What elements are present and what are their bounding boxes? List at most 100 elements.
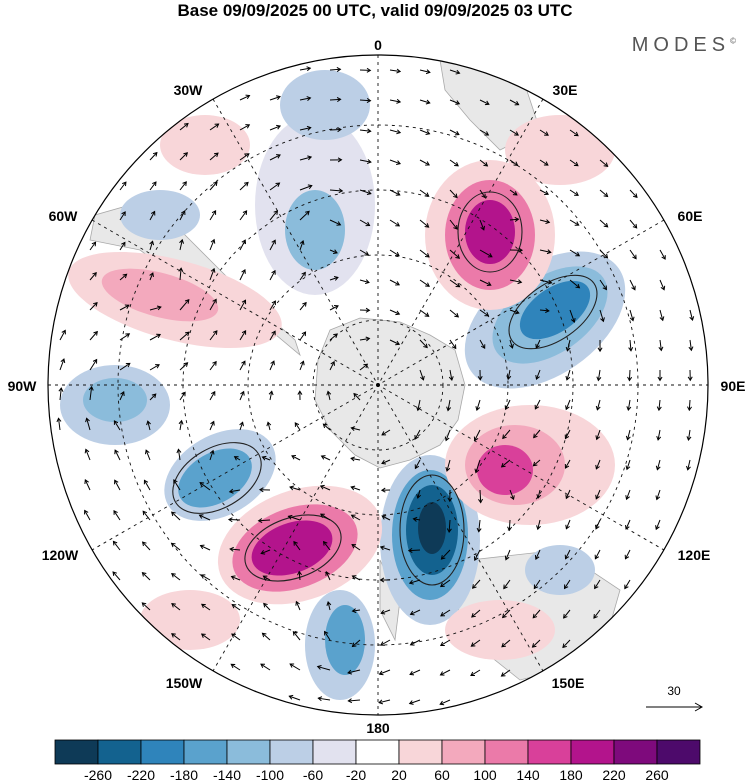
wind-vector-head [627, 376, 633, 382]
wind-vector-head [379, 545, 385, 551]
wind-vector-head [453, 193, 458, 199]
wind-vector-head [565, 375, 571, 381]
wind-vector-head [125, 362, 131, 368]
wind-vector [239, 299, 246, 311]
wind-vector-head [301, 271, 306, 277]
wind-vector [449, 249, 460, 259]
wind-vector [59, 387, 62, 401]
wind-vector [534, 399, 541, 410]
wind-vector [595, 459, 601, 470]
colorbar-swatch [570, 739, 615, 765]
wind-vector-head [532, 461, 538, 467]
wind-vector-head [503, 584, 508, 590]
wind-vector-head [336, 97, 342, 103]
lon-label-120w: 120W [42, 547, 79, 563]
wind-vector-head [414, 434, 419, 440]
wind-vector [599, 189, 608, 197]
wind-vector [378, 699, 391, 704]
wind-vector [566, 369, 571, 381]
colorbar-swatch [183, 739, 228, 765]
wind-vector [321, 455, 331, 461]
wind-vector-head [380, 609, 386, 615]
wind-vector-head [416, 493, 422, 499]
wind-vector [380, 546, 391, 551]
wind-vector-head [323, 540, 328, 546]
wind-vector-head [176, 448, 182, 454]
wind-vector-head [183, 362, 189, 367]
wind-vector-head [212, 298, 217, 304]
wind-vector [269, 210, 278, 221]
wind-vector [113, 510, 121, 521]
wind-vectors [56, 66, 695, 706]
wind-vector-head [260, 663, 265, 668]
wind-vector [329, 333, 338, 341]
wind-vector [359, 279, 370, 283]
wind-vector [269, 96, 281, 101]
wind-vector [173, 479, 181, 491]
wind-vector-head [333, 249, 338, 255]
wind-vector [263, 603, 271, 611]
wind-vector [293, 541, 301, 551]
wind-vector-head [364, 251, 370, 256]
wind-vector [171, 633, 181, 641]
wind-vector [359, 99, 371, 102]
wind-vector-head [473, 556, 479, 562]
wind-vector-head [241, 329, 247, 335]
wind-vector-head [471, 613, 476, 618]
wind-vector-head [425, 69, 431, 75]
wind-vector-head [445, 466, 451, 472]
wind-vector-head [366, 159, 372, 164]
wind-vector [626, 489, 631, 500]
wind-vector [419, 249, 430, 258]
wind-vector [288, 515, 301, 521]
wind-vector [440, 669, 451, 676]
wind-vector [86, 418, 91, 431]
wind-vector-head [396, 68, 402, 74]
wind-vector-head [688, 346, 694, 352]
wind-vector [509, 339, 513, 349]
wind-vector-head [276, 154, 281, 159]
wind-vector [267, 422, 271, 431]
wind-vector [352, 639, 361, 647]
wind-vector [179, 152, 188, 161]
wind-vector-head [293, 540, 298, 546]
wind-vector [262, 632, 271, 641]
wind-vector-head [547, 279, 553, 285]
wind-vector [119, 304, 130, 311]
wind-vector [439, 699, 451, 705]
wind-vector-head [92, 271, 97, 277]
wind-vector [389, 339, 400, 345]
wind-vector-head [536, 494, 542, 499]
wind-vector [505, 549, 511, 560]
wind-vector-head [182, 181, 187, 186]
wind-vector [171, 511, 181, 521]
wind-vector [329, 249, 338, 254]
wind-vector [179, 181, 187, 191]
wind-vector-head [244, 153, 250, 158]
wind-vector [626, 459, 631, 470]
wind-vector [179, 239, 183, 251]
wind-vector [539, 249, 551, 253]
wind-vector-head [484, 131, 490, 136]
wind-vector [299, 272, 306, 281]
wind-vector [535, 339, 541, 349]
wind-vector-head [574, 221, 580, 226]
contour-lines [172, 191, 598, 586]
wind-vector [629, 189, 638, 198]
wind-vector-head [114, 479, 119, 485]
wind-vector [658, 399, 661, 411]
wind-vector [239, 269, 246, 281]
wind-vector-head [183, 152, 189, 157]
wind-vector-head [275, 182, 281, 187]
wind-vector-head [602, 285, 607, 291]
wind-vector [409, 669, 421, 675]
wind-vector-head [396, 160, 401, 165]
wind-vector-head [484, 100, 490, 106]
wind-vector [325, 571, 331, 581]
wind-vector [569, 219, 579, 226]
wind-vector [479, 99, 490, 105]
wind-vector [419, 279, 430, 287]
wind-vector [501, 669, 511, 677]
wind-vector-head [380, 641, 385, 646]
